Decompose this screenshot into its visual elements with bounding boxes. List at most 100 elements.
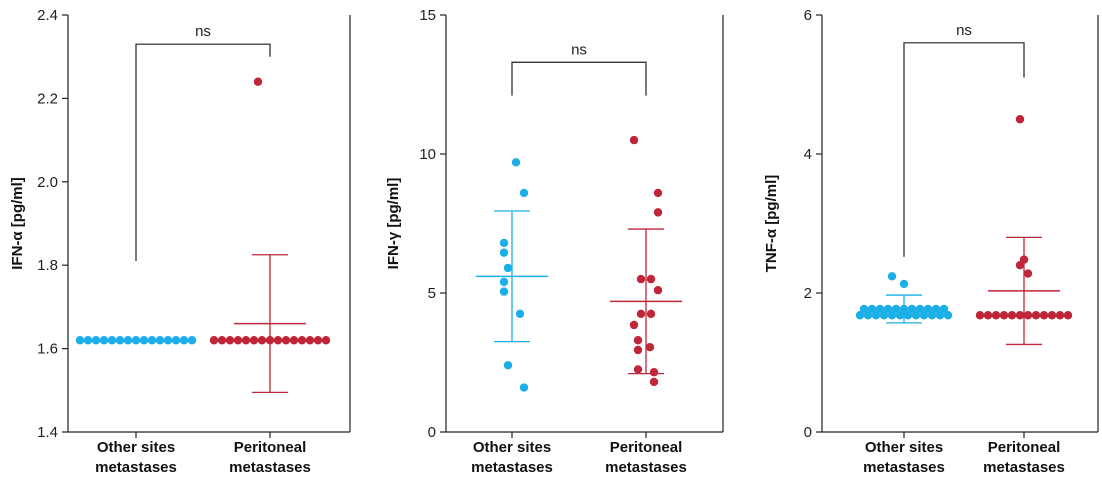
data-point [943, 311, 953, 320]
data-point [499, 248, 509, 257]
data-point [855, 311, 865, 320]
y-tick-label: 1.8 [37, 257, 58, 274]
y-tick-label: 6 [804, 7, 812, 24]
data-point [171, 336, 181, 345]
data-point [653, 208, 663, 217]
y-tick-label: 0 [428, 424, 436, 441]
data-point [935, 311, 945, 320]
data-point [633, 345, 643, 355]
category-label-line2: metastases [983, 459, 1065, 476]
data-point [1063, 311, 1073, 320]
category-label-line2: metastases [471, 459, 553, 476]
data-point [633, 336, 643, 345]
data-point [233, 336, 243, 345]
data-point [903, 311, 913, 320]
data-point [297, 336, 307, 345]
data-point [249, 336, 259, 345]
data-point [975, 311, 985, 320]
data-point [217, 336, 227, 345]
y-tick-label: 2.0 [37, 174, 58, 191]
data-point [321, 336, 331, 345]
category-label-line2: metastases [95, 459, 177, 476]
data-point [187, 336, 197, 345]
data-point [1031, 311, 1041, 320]
significance-bracket [903, 42, 1025, 257]
data-point [887, 272, 897, 281]
y-tick-label: 1.6 [37, 341, 58, 358]
data-point [1015, 311, 1025, 320]
data-point [253, 77, 263, 86]
data-point [503, 263, 513, 273]
y-tick-label: 1.4 [37, 424, 58, 441]
data-point [519, 383, 529, 392]
data-point [636, 309, 646, 319]
data-point [645, 343, 655, 352]
data-point [281, 336, 291, 345]
data-point [879, 311, 889, 320]
data-point [887, 311, 897, 320]
data-point [515, 309, 525, 319]
data-point [1015, 115, 1025, 124]
data-point [503, 361, 513, 370]
data-point [1015, 261, 1025, 270]
data-point [1055, 311, 1065, 320]
category-label-line1: Peritoneal [610, 439, 683, 456]
y-tick-label: 0 [804, 424, 812, 441]
category-label-line1: Peritoneal [234, 439, 307, 456]
category-label-line1: Other sites [97, 439, 175, 456]
category-label-line2: metastases [863, 459, 945, 476]
data-point [1039, 311, 1049, 320]
y-axis-title: TNF-α [pg/ml] [763, 175, 780, 273]
data-point [939, 304, 949, 314]
category-label-line1: Peritoneal [988, 439, 1061, 456]
data-point [653, 188, 663, 198]
data-point [919, 311, 929, 320]
y-tick-label: 10 [419, 146, 436, 163]
y-axis-title: IFN-γ [pg/ml] [385, 178, 402, 270]
y-tick-label: 5 [428, 285, 436, 302]
data-point [999, 311, 1009, 320]
significance-bracket [135, 43, 271, 262]
significance-label: ns [956, 22, 972, 39]
data-point [225, 336, 235, 345]
y-tick-label: 2.4 [37, 7, 58, 24]
data-point [983, 311, 993, 320]
chart-panel-1: 1.4 1.6 1.8 2.0 2.2 2.4 IFN-α [pg/ml] Other sit… [9, 7, 351, 476]
data-point [863, 311, 873, 320]
data-point [633, 365, 643, 374]
data-point [649, 377, 659, 387]
category-label-line2: metastases [605, 459, 687, 476]
data-point [305, 336, 315, 345]
data-point [257, 336, 267, 345]
chart-panel-3: 0 2 4 6 TNF-α [pg/ml] Other sites metastases Pe… [763, 7, 1099, 476]
data-point [499, 277, 509, 287]
chart-panel-2: 0 5 10 15 IFN-γ [pg/ml] Other sites metastases… [385, 7, 724, 476]
category-label-line1: Other sites [865, 439, 943, 456]
data-point [83, 336, 93, 345]
significance-bracket [511, 61, 647, 96]
data-point [273, 336, 283, 345]
data-point [1007, 311, 1017, 320]
y-tick-label: 4 [804, 146, 812, 163]
data-point [911, 311, 921, 320]
data-point [1023, 269, 1033, 278]
data-point [75, 336, 85, 345]
data-point [653, 286, 663, 295]
data-point [91, 336, 101, 345]
data-point [511, 158, 521, 167]
data-point [499, 238, 509, 248]
data-point [649, 368, 659, 377]
data-point [895, 311, 905, 320]
data-point [1047, 311, 1057, 320]
data-point [209, 336, 219, 345]
data-point [859, 304, 869, 314]
data-point [629, 320, 639, 330]
y-tick-label: 15 [419, 7, 436, 24]
data-point [241, 336, 251, 345]
y-tick-label: 2 [804, 285, 812, 302]
data-point [313, 336, 323, 345]
y-axis-title: IFN-α [pg/ml] [9, 177, 26, 270]
data-point [179, 336, 189, 345]
